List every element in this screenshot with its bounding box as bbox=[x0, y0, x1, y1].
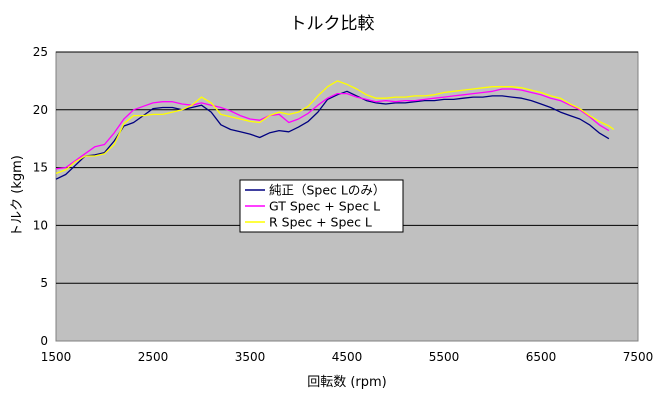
y-axis-ticks: 0 5 10 15 20 25 bbox=[33, 45, 48, 348]
series-line-0 bbox=[55, 90, 610, 180]
y-tick-label: 0 bbox=[40, 334, 48, 348]
y-tick-label: 15 bbox=[33, 161, 48, 175]
series-line-1 bbox=[55, 88, 610, 170]
y-tick-label: 25 bbox=[33, 45, 48, 59]
x-tick-label: 6500 bbox=[526, 350, 557, 364]
x-tick-label: 4500 bbox=[332, 350, 363, 364]
legend-label-0: 純正（Spec Lのみ） bbox=[269, 183, 385, 198]
y-tick-label: 5 bbox=[40, 276, 48, 290]
legend-label-1: GT Spec + Spec L bbox=[269, 199, 380, 214]
x-axis-ticks: 1500 2500 3500 4500 5500 6500 7500 bbox=[41, 350, 654, 364]
chart-title: トルク比較 bbox=[290, 14, 375, 34]
y-axis-label: トルク (kgm) bbox=[10, 155, 25, 237]
x-tick-label: 3500 bbox=[235, 350, 266, 364]
legend-label-2: R Spec + Spec L bbox=[269, 215, 372, 230]
series-lines bbox=[55, 80, 615, 180]
x-axis-label: 回転数 (rpm) bbox=[307, 375, 387, 390]
x-tick-label: 7500 bbox=[623, 350, 654, 364]
y-tick-label: 10 bbox=[33, 218, 48, 232]
legend: 純正（Spec Lのみ）GT Spec + Spec LR Spec + Spe… bbox=[239, 179, 404, 233]
x-tick-label: 2500 bbox=[138, 350, 169, 364]
x-tick-label: 5500 bbox=[429, 350, 460, 364]
legend-box bbox=[239, 179, 404, 233]
y-tick-label: 20 bbox=[33, 103, 48, 117]
x-tick-label: 1500 bbox=[41, 350, 72, 364]
series-line-2 bbox=[55, 80, 615, 175]
